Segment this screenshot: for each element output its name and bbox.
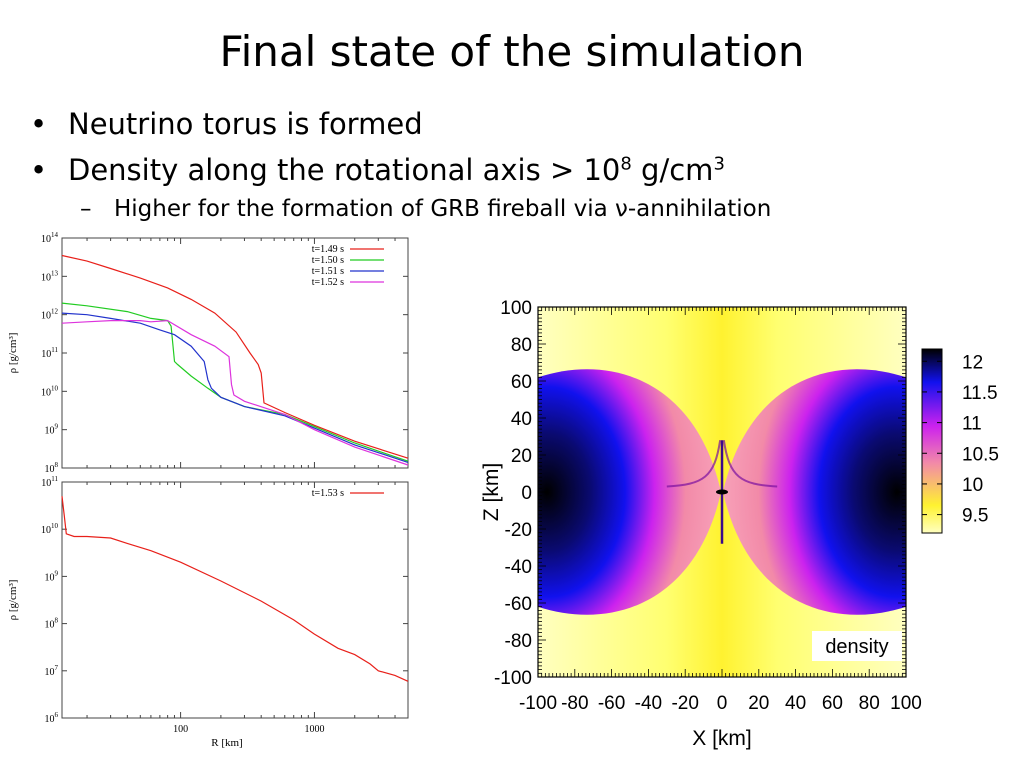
y-tick-label: 0 bbox=[521, 483, 532, 504]
y-tick-label: 20 bbox=[511, 446, 532, 467]
y-tick-label: -40 bbox=[505, 557, 532, 578]
y-tick-label: 1014 bbox=[41, 231, 59, 245]
x-tick-label: -60 bbox=[598, 693, 625, 714]
colorbar bbox=[921, 348, 943, 534]
heatmap-field bbox=[538, 307, 906, 677]
density-exponent: 8 bbox=[620, 153, 632, 175]
y-tick-label: -80 bbox=[505, 631, 532, 652]
y-tick-label: -60 bbox=[505, 594, 532, 615]
y-tick-label: 60 bbox=[511, 372, 532, 393]
x-tick-label: 0 bbox=[717, 693, 728, 714]
x-tick-label: -20 bbox=[671, 693, 698, 714]
legend-entry-label: t=1.52 s bbox=[312, 277, 344, 288]
y-axis-label: Z [km] bbox=[480, 463, 503, 521]
y-tick-label: 108 bbox=[45, 461, 59, 475]
legend-entry-label: t=1.51 s bbox=[312, 266, 344, 277]
y-tick-label: 100 bbox=[500, 298, 532, 319]
density-profile-charts: 108 109 1010 1011 1012 1013 1014 t=1.49 st=1.50… bbox=[7, 231, 409, 749]
y-axis-label: ρ [g/cm³] bbox=[7, 333, 19, 374]
plot-frame bbox=[61, 481, 409, 719]
x-tick-label: 40 bbox=[785, 693, 806, 714]
bullet-torus: • Neutrino torus is formed bbox=[30, 106, 423, 142]
y-tick-label: 1012 bbox=[41, 308, 59, 322]
y-tick-label: -100 bbox=[494, 668, 532, 689]
colorbar-tick-label: 11 bbox=[962, 414, 982, 435]
bullet-marker: • bbox=[30, 153, 48, 187]
density-profile-panel-1: 108 109 1010 1011 1012 1013 1014 t=1.49 st=1.50… bbox=[7, 231, 409, 475]
series-line bbox=[61, 254, 409, 459]
x-tick-label: -100 bbox=[519, 693, 557, 714]
x-tick-label: -80 bbox=[561, 693, 588, 714]
x-tick-label: 80 bbox=[859, 693, 880, 714]
y-tick-label: 1011 bbox=[41, 475, 58, 489]
legend-entry-label: t=1.49 s bbox=[312, 244, 344, 255]
x-axis-label: R [km] bbox=[211, 737, 242, 749]
colorbar-tick-label: 11.5 bbox=[962, 383, 998, 404]
sub-bullet-text: Higher for the formation of GRB fireball… bbox=[114, 196, 772, 222]
x-tick-label: 100 bbox=[890, 693, 922, 714]
central-core bbox=[716, 489, 728, 495]
x-tick-label: 1000 bbox=[304, 724, 324, 735]
density-label-box bbox=[812, 631, 902, 661]
x-tick-label: -40 bbox=[635, 693, 662, 714]
slide-title: Final state of the simulation bbox=[219, 27, 805, 76]
series-line bbox=[61, 302, 409, 462]
unit-exponent: 3 bbox=[713, 153, 725, 175]
y-tick-label: 1010 bbox=[41, 522, 59, 536]
bullet-density: • Density along the rotational axis > 108… bbox=[30, 152, 725, 188]
x-axis-label: X [km] bbox=[692, 727, 752, 750]
y-tick-label: 106 bbox=[45, 711, 59, 725]
y-tick-label: 40 bbox=[511, 409, 532, 430]
density-label: density bbox=[825, 636, 888, 658]
y-tick-label: 107 bbox=[45, 664, 59, 678]
x-tick-label: 100 bbox=[173, 724, 188, 735]
bullet-text: Neutrino torus is formed bbox=[68, 107, 423, 141]
colorbar-tick-label: 12 bbox=[962, 352, 983, 373]
bullet-marker: • bbox=[30, 107, 48, 141]
greater-than-symbol: > bbox=[549, 153, 575, 187]
plot-frame bbox=[61, 237, 409, 469]
density-heatmap-figure: -100 -80 -60 -40 -20 0 20 40 60 80 100100806040200… bbox=[480, 298, 999, 750]
x-tick-label: 60 bbox=[822, 693, 843, 714]
torus-lobe-right bbox=[723, 369, 906, 615]
density-profile-panel-2: 106 107 108 109 1010 1011 t=1.53 s ρ [g/cm³] 100… bbox=[7, 475, 409, 749]
y-tick-label: 1010 bbox=[41, 384, 59, 398]
torus-lobe-left bbox=[538, 369, 721, 615]
density-value: 10 bbox=[574, 153, 621, 187]
series-line bbox=[61, 319, 409, 466]
bullet-text: Density along the rotational axis bbox=[68, 153, 550, 187]
density-unit: g/cm bbox=[631, 153, 714, 187]
colorbar-tick-label: 10.5 bbox=[962, 444, 999, 465]
inner-shell bbox=[666, 440, 722, 488]
sub-bullet-marker: – bbox=[80, 196, 92, 222]
series-line bbox=[61, 496, 409, 682]
legend-entry-label: t=1.50 s bbox=[312, 255, 344, 266]
y-tick-label: 1011 bbox=[41, 346, 58, 360]
x-tick-label: 20 bbox=[748, 693, 769, 714]
series-line bbox=[61, 312, 409, 463]
y-tick-label: 109 bbox=[45, 423, 59, 437]
legend-entry-label: t=1.53 s bbox=[312, 488, 344, 499]
y-tick-label: 108 bbox=[45, 617, 59, 631]
y-tick-label: 1013 bbox=[41, 269, 59, 283]
y-axis-label: ρ [g/cm³] bbox=[7, 580, 19, 621]
inner-shell bbox=[722, 440, 778, 488]
y-tick-label: -20 bbox=[505, 520, 532, 541]
colorbar-tick-label: 10 bbox=[962, 475, 983, 496]
y-tick-label: 80 bbox=[511, 335, 532, 356]
sub-bullet: – Higher for the formation of GRB firebal… bbox=[80, 194, 771, 224]
y-tick-label: 109 bbox=[45, 569, 59, 583]
colorbar-tick-label: 9.5 bbox=[962, 506, 988, 527]
